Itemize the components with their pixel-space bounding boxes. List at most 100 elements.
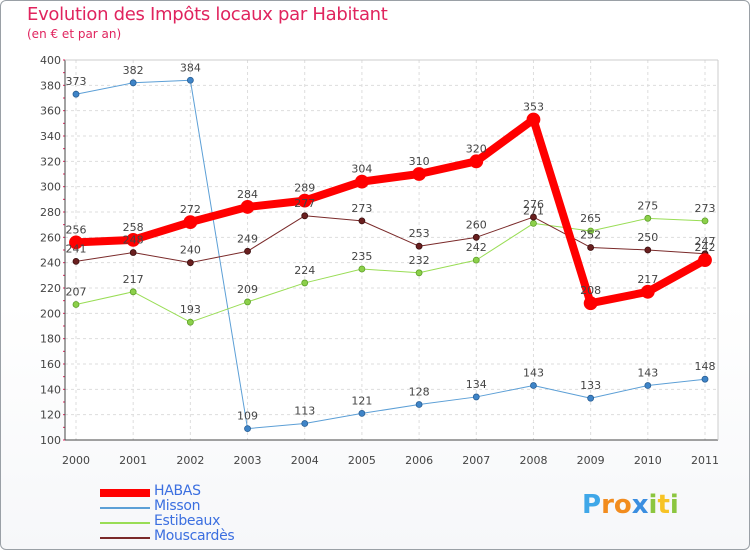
data-label: 304 [351,163,372,176]
series-line-mouscardès [75,215,706,264]
data-label: 207 [66,285,87,298]
data-point [129,288,137,296]
data-label: 242 [695,241,716,254]
data-label: 284 [237,188,258,201]
logo-letter: o [613,490,632,520]
data-point [526,112,541,127]
data-point [186,318,194,326]
data-point [530,213,537,221]
data-point [644,382,652,389]
data-label: 247 [695,235,716,248]
data-point [644,214,652,222]
line-chart: 100 120 140 160 180 200 220 240 260 280 300 320 340 3… [40,54,719,467]
data-label: 217 [123,273,144,286]
y-tick-label: 240 [40,257,61,270]
series-line-habas [72,115,709,308]
data-label: 272 [180,203,201,216]
series-line-estibeaux [75,217,706,323]
data-label: 273 [695,202,716,215]
data-label: 134 [466,378,487,391]
data-point [472,256,480,264]
data-label: 276 [523,198,544,211]
legend-swatch [100,522,150,524]
data-point [186,259,194,267]
data-point [412,167,426,181]
data-label: 273 [351,202,372,215]
y-tick-label: 160 [40,358,61,371]
data-point [530,382,537,389]
data-label: 133 [580,379,601,392]
data-label: 248 [123,234,144,247]
data-point [415,269,423,277]
data-point [301,212,309,220]
data-point [587,394,595,402]
data-label: 121 [351,394,372,407]
x-tick-label: 2001 [119,454,147,467]
data-point [587,227,595,235]
logo-letter: i [648,490,658,520]
y-tick-label: 380 [40,79,61,92]
data-label: 277 [294,197,315,210]
y-tick-label: 360 [40,105,61,118]
x-tick-label: 2000 [62,454,90,467]
data-point [701,375,709,383]
data-label: 109 [237,410,258,423]
data-label: 242 [466,241,487,254]
data-label: 250 [637,231,658,244]
series-line-misson [75,79,706,430]
data-point [358,409,366,417]
data-point [472,393,480,401]
x-tick-label: 2010 [634,454,662,467]
data-point [129,249,137,256]
x-tick-label: 2004 [291,454,319,467]
data-label: 232 [409,254,430,267]
data-label: 256 [66,223,87,236]
legend-item-mouscardès: Mouscardès [100,528,300,547]
y-tick-label: 220 [40,282,61,295]
data-point [69,235,83,250]
data-label: 382 [123,64,144,77]
chart-title: Evolution des Impôts locaux par Habitant [27,4,388,25]
data-label: 310 [409,155,430,168]
data-label: 320 [466,142,487,155]
data-label: 258 [123,221,144,234]
data-label: 384 [180,61,201,74]
data-label: 265 [580,212,601,225]
data-label: 241 [66,242,87,255]
data-label: 353 [523,101,544,114]
x-tick-label: 2009 [577,454,605,467]
data-point [186,76,194,84]
y-tick-label: 300 [40,181,61,194]
data-point [472,233,480,241]
data-point [698,253,712,268]
data-point [587,244,595,251]
data-point [301,279,309,287]
data-label: 148 [695,360,716,373]
data-point [72,301,80,308]
data-label: 143 [637,367,658,380]
x-tick-label: 2006 [405,454,433,467]
x-tick-label: 2003 [234,454,262,467]
data-label: 253 [409,227,430,240]
data-point [129,79,137,87]
data-point [358,217,366,225]
data-label: 224 [294,264,315,277]
data-point [183,215,198,230]
data-point [358,265,366,273]
logo-letter: r [601,490,614,520]
data-point [583,296,598,311]
logo-letter: P [582,490,602,520]
y-tick-label: 100 [40,434,61,447]
data-point [244,298,251,306]
y-tick-label: 140 [40,383,61,396]
data-point [644,246,652,254]
data-label: 209 [237,283,258,296]
y-tick-label: 180 [40,333,61,346]
legend-label: HABAS [154,483,201,499]
data-label: 217 [637,273,658,286]
data-label: 235 [351,250,372,263]
x-tick-label: 2008 [519,454,547,467]
plot-area [65,60,718,440]
x-tick-label: 2007 [462,454,490,467]
data-label: 113 [294,405,315,418]
